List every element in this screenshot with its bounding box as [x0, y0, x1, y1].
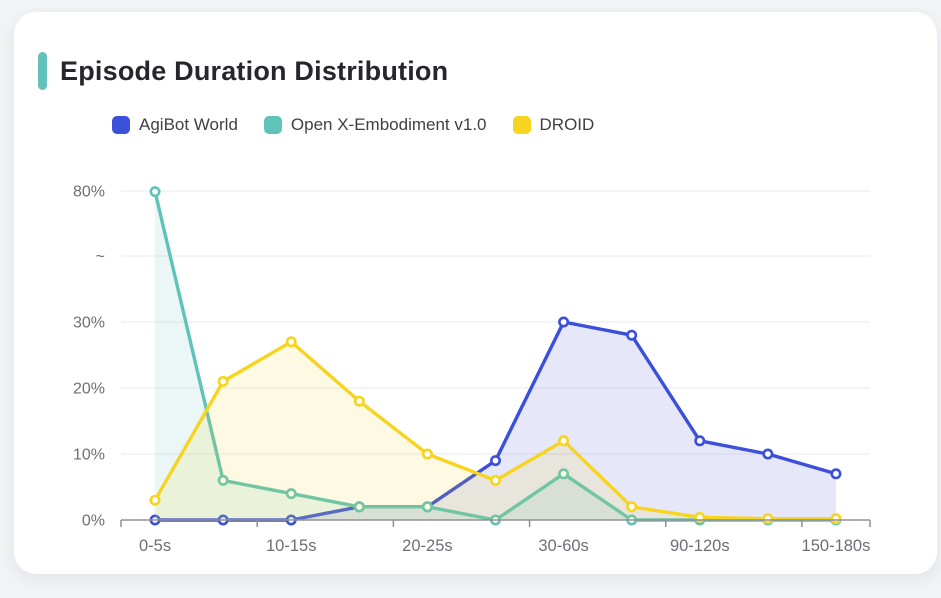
gridlines	[121, 190, 870, 455]
x-axis	[120, 519, 871, 527]
svg-text:0%: 0%	[82, 513, 105, 530]
data-point[interactable]	[217, 474, 229, 486]
legend-item-open-x-embodiment[interactable]: Open X-Embodiment v1.0	[263, 115, 487, 135]
legend-swatch-droid	[512, 116, 531, 134]
series-droid	[149, 336, 842, 525]
data-point[interactable]	[285, 488, 297, 500]
legend-item-droid[interactable]: DROID	[512, 115, 595, 135]
legend-label-open-x-embodiment: Open X-Embodiment v1.0	[290, 115, 487, 134]
line-chart[interactable]: 0% 10% 20% 30% ~80% 0-5s 10-15s 20-25s 30-60s 90-…	[14, 12, 937, 574]
chart-legend: AgiBot World Open X-Embodiment v1.0 DROI…	[112, 115, 594, 135]
data-point[interactable]	[353, 395, 365, 407]
title-accent-bar	[38, 52, 47, 90]
data-point[interactable]	[694, 435, 706, 447]
legend-swatch-agibot-world	[112, 116, 130, 134]
svg-text:10-15s: 10-15s	[266, 537, 316, 555]
legend-label-droid: DROID	[539, 115, 595, 134]
svg-text:20-25s: 20-25s	[402, 537, 452, 555]
svg-text:30-60s: 30-60s	[538, 537, 588, 555]
data-point[interactable]	[149, 494, 161, 506]
svg-text:20%: 20%	[73, 381, 105, 398]
data-point[interactable]	[558, 316, 570, 328]
chart-header: Episode Duration Distribution	[38, 52, 448, 90]
svg-text:0-5s: 0-5s	[139, 537, 171, 555]
data-point[interactable]	[830, 468, 842, 480]
page-title: Episode Duration Distribution	[60, 55, 449, 86]
data-point[interactable]	[626, 329, 638, 341]
svg-text:150-180s: 150-180s	[802, 537, 871, 555]
data-point[interactable]	[626, 501, 638, 513]
data-point[interactable]	[353, 501, 365, 513]
data-point[interactable]	[421, 448, 433, 460]
svg-text:80%: 80%	[73, 184, 105, 201]
series-area	[155, 341, 836, 520]
svg-text:30%: 30%	[73, 315, 105, 332]
legend-label-agibot-world: AgiBot World	[139, 115, 238, 134]
legend-swatch-open-x-embodiment	[263, 116, 282, 134]
data-point[interactable]	[762, 448, 774, 460]
data-point[interactable]	[558, 435, 570, 447]
data-point[interactable]	[830, 513, 842, 525]
series-area	[155, 322, 836, 520]
data-point[interactable]	[489, 455, 501, 467]
data-point[interactable]	[489, 474, 501, 486]
data-point[interactable]	[149, 186, 161, 198]
series-area	[155, 191, 836, 520]
svg-text:90-120s: 90-120s	[670, 537, 730, 555]
y-axis-labels: 0% 10% 20% 30% ~80%	[73, 184, 105, 530]
svg-text:~: ~	[96, 249, 105, 266]
svg-text:10%: 10%	[73, 447, 105, 464]
chart-card: Episode Duration Distribution AgiBot Wor…	[14, 12, 937, 574]
legend-item-agibot-world[interactable]: AgiBot World	[112, 115, 238, 135]
data-point[interactable]	[421, 501, 433, 513]
data-point[interactable]	[762, 513, 774, 525]
data-point[interactable]	[558, 468, 570, 480]
x-axis-labels: 0-5s 10-15s 20-25s 30-60s 90-120s 150-180s	[139, 537, 870, 555]
data-point[interactable]	[285, 336, 297, 348]
data-point[interactable]	[217, 375, 229, 387]
